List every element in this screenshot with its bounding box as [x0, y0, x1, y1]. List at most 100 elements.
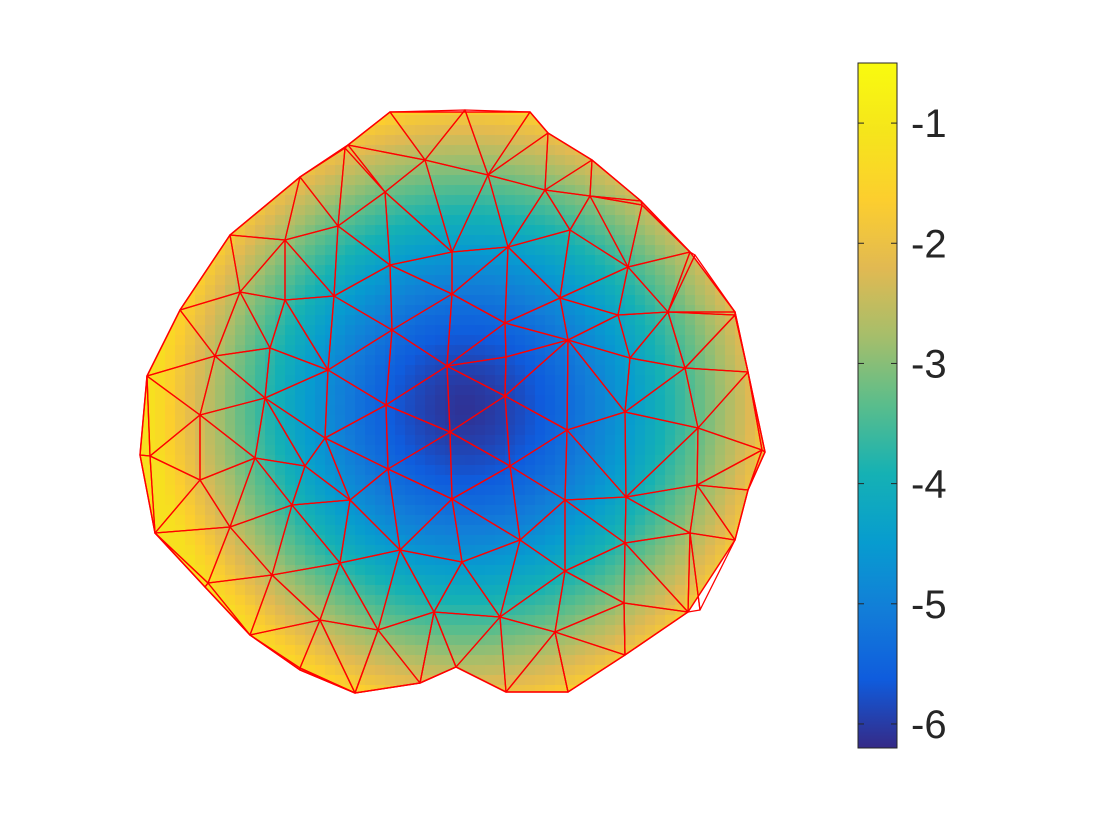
- heat-cell: [225, 145, 236, 156]
- heat-cell: [585, 225, 596, 236]
- heat-cell: [185, 535, 196, 546]
- heat-cell: [155, 575, 166, 586]
- heat-cell: [665, 112, 676, 116]
- heat-cell: [765, 305, 776, 316]
- heat-cell: [395, 325, 406, 336]
- heat-cell: [645, 555, 656, 566]
- heat-cell: [575, 215, 586, 226]
- heat-cell: [405, 315, 416, 326]
- heat-cell: [635, 445, 646, 456]
- heat-cell: [235, 565, 246, 576]
- heat-cell: [525, 415, 536, 426]
- heat-cell: [585, 305, 596, 316]
- heat-cell: [295, 505, 306, 516]
- heat-cell: [395, 655, 406, 666]
- heat-cell: [455, 345, 466, 356]
- heat-cell: [685, 305, 696, 316]
- heat-cell: [365, 365, 376, 376]
- heat-cell: [755, 305, 765, 316]
- heat-cell: [745, 615, 756, 626]
- heat-cell: [315, 355, 326, 366]
- heat-cell: [545, 635, 556, 646]
- heat-cell: [625, 575, 636, 586]
- heat-cell: [375, 445, 386, 456]
- heat-cell: [455, 125, 466, 136]
- heat-cell: [265, 255, 276, 266]
- heat-cell: [315, 205, 326, 216]
- heat-cell: [415, 175, 426, 186]
- heat-cell: [635, 495, 646, 506]
- heat-cell: [555, 505, 566, 516]
- heat-cell: [425, 195, 436, 206]
- heat-cell: [655, 345, 666, 356]
- heat-cell: [305, 555, 316, 566]
- heat-cell: [205, 665, 216, 676]
- heat-cell: [545, 575, 556, 586]
- heat-cell: [715, 255, 726, 266]
- heat-cell: [585, 385, 596, 396]
- heat-cell: [735, 245, 746, 256]
- heat-cell: [425, 355, 436, 366]
- heat-cell: [545, 475, 556, 486]
- heat-cell: [635, 545, 646, 556]
- heat-cell: [715, 115, 726, 126]
- heat-cell: [455, 205, 466, 216]
- heat-cell: [305, 475, 316, 486]
- heat-cell: [635, 115, 646, 126]
- heat-cell: [395, 235, 406, 246]
- heat-cell: [445, 345, 456, 356]
- heat-cell: [275, 365, 286, 376]
- heat-cell: [295, 425, 306, 436]
- heat-cell: [245, 625, 256, 636]
- heat-cell: [735, 625, 746, 636]
- heat-cell: [275, 375, 286, 386]
- heat-cell: [595, 225, 606, 236]
- heat-cell: [605, 145, 616, 156]
- heat-cell: [585, 455, 596, 466]
- heat-cell: [565, 605, 576, 616]
- heat-cell: [455, 485, 466, 496]
- heat-cell: [205, 545, 216, 556]
- heat-cell: [225, 695, 236, 706]
- heat-cell: [345, 112, 356, 116]
- heat-cell: [175, 145, 186, 156]
- heat-cell: [355, 385, 366, 396]
- heat-cell: [645, 175, 656, 186]
- heat-cell: [705, 255, 716, 266]
- heat-cell: [385, 155, 396, 166]
- heat-cell: [215, 415, 226, 426]
- heat-cell: [725, 535, 736, 546]
- heat-cell: [405, 415, 416, 426]
- heat-cell: [285, 465, 296, 476]
- heat-cell: [140, 605, 146, 616]
- heat-cell: [605, 585, 616, 596]
- heat-cell: [375, 495, 386, 506]
- heat-cell: [535, 135, 546, 146]
- heat-cell: [765, 295, 776, 306]
- heat-cell: [315, 125, 326, 136]
- heat-cell: [585, 575, 596, 586]
- heat-cell: [285, 265, 296, 276]
- heat-cell: [505, 125, 516, 136]
- heat-cell: [505, 285, 516, 296]
- heat-cell: [705, 515, 716, 526]
- heat-cell: [605, 375, 616, 386]
- heat-cell: [565, 195, 576, 206]
- heat-cell: [525, 425, 536, 436]
- heat-cell: [455, 265, 466, 276]
- heat-cell: [505, 625, 516, 636]
- heat-cell: [175, 385, 186, 396]
- heat-cell: [705, 555, 716, 566]
- heat-cell: [575, 165, 586, 176]
- heat-cell: [265, 125, 276, 136]
- heat-cell: [345, 215, 356, 226]
- heat-cell: [245, 235, 256, 246]
- heat-cell: [245, 475, 256, 486]
- heat-cell: [665, 135, 676, 146]
- heat-cell: [585, 115, 596, 126]
- heat-cell: [505, 115, 516, 126]
- heat-cell: [165, 625, 176, 636]
- heat-cell: [605, 285, 616, 296]
- heat-cell: [665, 685, 676, 693]
- heat-cell: [615, 285, 626, 296]
